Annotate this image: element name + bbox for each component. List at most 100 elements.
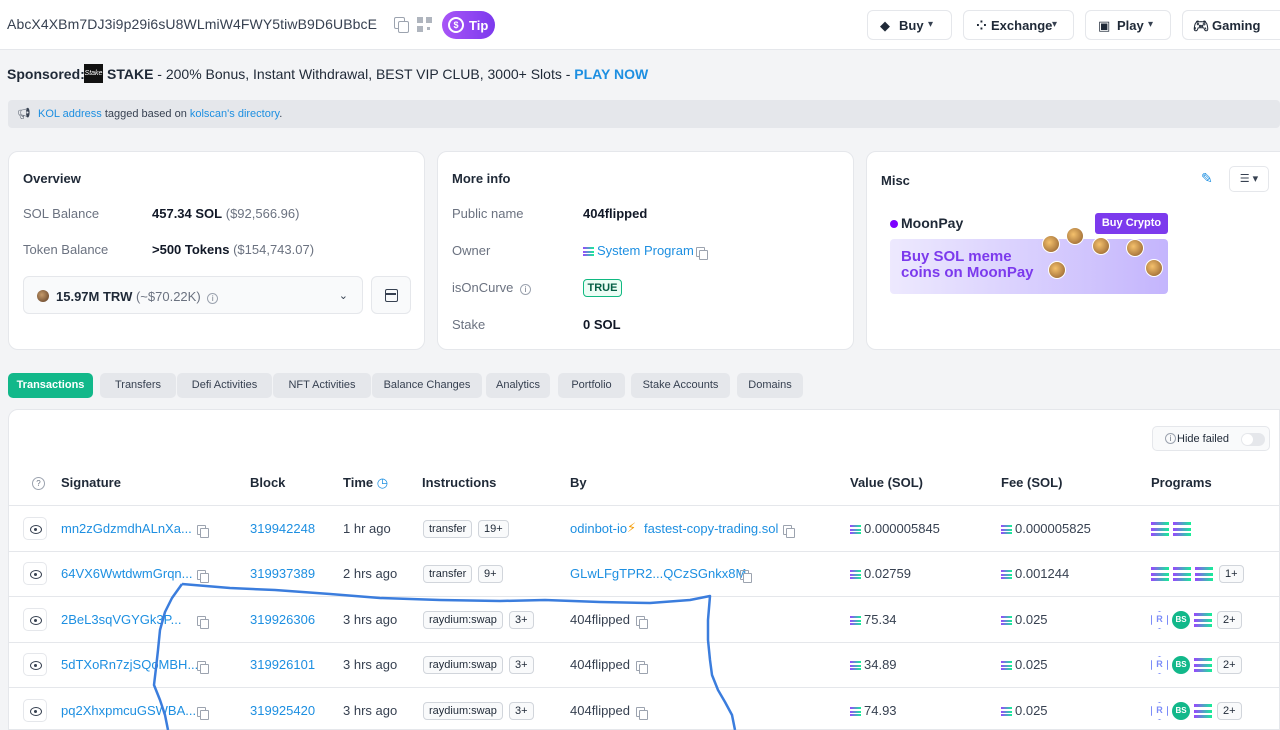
copy-icon[interactable] <box>197 616 209 629</box>
value-cell: 74.93 <box>850 703 897 718</box>
token-balance-value: >500 Tokens ($154,743.07) <box>152 242 315 257</box>
block-link[interactable]: 319926306 <box>250 612 316 627</box>
tab-stake-accounts[interactable]: Stake Accounts <box>631 373 730 398</box>
token-list-button[interactable] <box>371 276 411 314</box>
copy-icon[interactable] <box>783 525 795 538</box>
kolscan-directory-link[interactable]: kolscan's directory <box>189 108 280 120</box>
qr-code-icon[interactable] <box>417 17 432 32</box>
by-address-link[interactable]: 404flipped <box>570 703 630 718</box>
tab-analytics[interactable]: Analytics <box>486 373 550 398</box>
bs-program-icon[interactable]: BS <box>1172 611 1190 629</box>
program-icon[interactable] <box>1151 522 1169 536</box>
hide-failed-toggle[interactable]: i Hide failed <box>1152 426 1270 451</box>
copy-icon[interactable] <box>696 247 708 260</box>
signature-link[interactable]: mn2zGdzmdhALnXa... <box>61 521 192 536</box>
kol-address-link[interactable]: KOL address <box>38 108 102 120</box>
nav-gaming-label: Gaming <box>1212 18 1261 33</box>
signature-link[interactable]: 5dTXoRn7zjSQoMBH... <box>61 657 199 672</box>
program-icon[interactable] <box>1194 613 1212 627</box>
time-cell: 2 hrs ago <box>343 566 398 581</box>
block-link[interactable]: 319925420 <box>250 703 316 718</box>
tab-portfolio[interactable]: Portfolio <box>558 373 625 398</box>
edit-icon[interactable]: ✎ <box>1201 170 1213 186</box>
by-address-link[interactable]: 404flipped <box>570 657 630 672</box>
tip-button[interactable]: $ Tip <box>442 11 495 39</box>
nav-play-button[interactable]: ▣ Play ▾ <box>1085 10 1171 40</box>
view-details-button[interactable] <box>23 699 47 722</box>
program-icon[interactable] <box>1151 567 1169 581</box>
nav-exchange-button[interactable]: ⁘ Exchange ▾ <box>963 10 1074 40</box>
public-name-value: 404flipped <box>583 206 648 221</box>
more-instructions-badge[interactable]: 19+ <box>478 520 509 538</box>
token-icon <box>37 290 49 302</box>
divider <box>9 551 1280 552</box>
tab-transactions[interactable]: Transactions <box>8 373 93 398</box>
signature-link[interactable]: 64VX6WwtdwmGrqn... <box>61 566 193 581</box>
program-icon[interactable] <box>1195 567 1213 581</box>
fee-cell: 0.025 <box>1001 612 1048 627</box>
by-address-link[interactable]: GLwLFgTPR2...QCzSGnkx8M <box>570 566 747 581</box>
program-icon[interactable] <box>1173 567 1191 581</box>
view-details-button[interactable] <box>23 562 47 585</box>
moonpay-banner[interactable]: MoonPay Buy Crypto Buy SOL meme coins on … <box>890 211 1170 297</box>
block-link[interactable]: 319937389 <box>250 566 316 581</box>
view-details-button[interactable] <box>23 608 47 631</box>
more-programs-badge[interactable]: 1+ <box>1219 565 1244 583</box>
program-icon[interactable] <box>1194 704 1212 718</box>
owner-link[interactable]: System Program <box>583 243 694 258</box>
toggle-switch[interactable] <box>1241 433 1265 446</box>
block-link[interactable]: 319926101 <box>250 657 316 672</box>
more-instructions-badge[interactable]: 3+ <box>509 656 534 674</box>
view-details-button[interactable] <box>23 653 47 676</box>
more-programs-badge[interactable]: 2+ <box>1217 702 1242 720</box>
bs-program-icon[interactable]: BS <box>1172 656 1190 674</box>
more-programs-badge[interactable]: 2+ <box>1217 656 1242 674</box>
instruction-badge: transfer <box>423 520 473 538</box>
nav-buy-button[interactable]: ◆ Buy ▾ <box>867 10 952 40</box>
raydium-icon[interactable]: R <box>1151 656 1168 674</box>
copy-icon[interactable] <box>636 661 648 674</box>
more-instructions-badge[interactable]: 3+ <box>509 702 534 720</box>
copy-icon[interactable] <box>197 570 209 583</box>
copy-icon[interactable] <box>197 661 209 674</box>
nav-buy-label: Buy <box>899 18 924 33</box>
divider <box>9 687 1280 688</box>
raydium-icon[interactable]: R <box>1151 702 1168 720</box>
by-address-link[interactable]: 404flipped <box>570 612 630 627</box>
tab-balance-changes[interactable]: Balance Changes <box>372 373 482 398</box>
signature-link[interactable]: 2BeL3sqVGYGk3P... <box>61 612 182 627</box>
copy-icon[interactable] <box>636 707 648 720</box>
info-icon: i <box>207 293 219 304</box>
tab-transfers[interactable]: Transfers <box>100 373 176 398</box>
copy-icon[interactable] <box>636 616 648 629</box>
raydium-icon[interactable]: R <box>1151 611 1168 629</box>
buy-crypto-button[interactable]: Buy Crypto <box>1095 213 1168 234</box>
tab-nft-activities[interactable]: NFT Activities <box>273 373 371 398</box>
by-address-link[interactable]: odinbot-io <box>570 521 628 536</box>
block-link[interactable]: 319942248 <box>250 521 316 536</box>
token-select[interactable]: 15.97M TRW (~$70.22K) i ⌄ <box>23 276 363 314</box>
copy-icon[interactable] <box>394 17 409 33</box>
program-icon[interactable] <box>1194 658 1212 672</box>
copy-icon[interactable] <box>740 570 752 583</box>
help-icon[interactable]: ? <box>32 477 45 490</box>
transactions-panel: i Hide failed ? Signature Block Time ◷ I… <box>8 409 1280 730</box>
nav-gaming-button[interactable]: 🎮︎ Gaming <box>1182 10 1280 40</box>
more-instructions-badge[interactable]: 3+ <box>509 611 534 629</box>
more-programs-badge[interactable]: 2+ <box>1217 611 1242 629</box>
bs-program-icon[interactable]: BS <box>1172 702 1190 720</box>
view-details-button[interactable] <box>23 517 47 540</box>
copy-icon[interactable] <box>197 707 209 720</box>
signature-link[interactable]: pq2XhxpmcuGSWBA... <box>61 703 197 718</box>
chevron-down-icon: ▾ <box>928 19 934 30</box>
tab-defi-activities[interactable]: Defi Activities <box>177 373 272 398</box>
by-domain-link[interactable]: fastest-copy-trading.sol <box>644 521 779 536</box>
program-icon[interactable] <box>1173 522 1191 536</box>
tab-domains[interactable]: Domains <box>737 373 803 398</box>
misc-menu-dropdown[interactable]: ☰ ▾ <box>1229 166 1269 192</box>
play-now-link[interactable]: PLAY NOW <box>574 66 649 82</box>
copy-icon[interactable] <box>197 525 209 538</box>
sponsored-text[interactable]: STAKE - 200% Bonus, Instant Withdrawal, … <box>107 66 648 82</box>
more-instructions-badge[interactable]: 9+ <box>478 565 503 583</box>
header-time[interactable]: Time ◷ <box>343 475 389 490</box>
